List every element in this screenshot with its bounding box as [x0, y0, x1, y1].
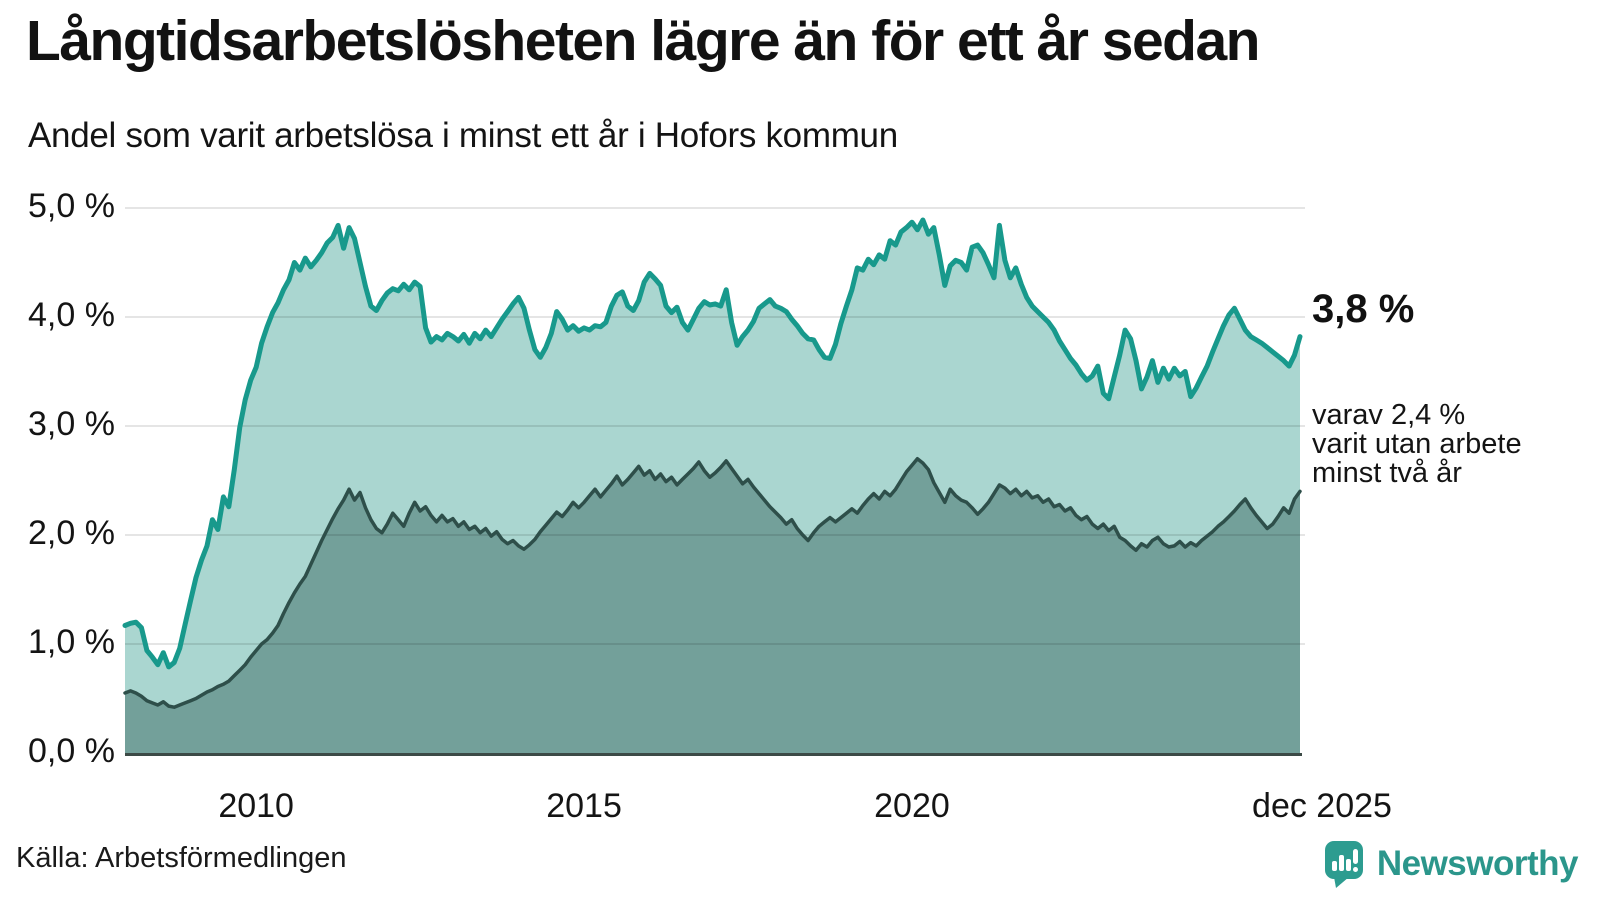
y-tick-label: 2,0 %	[28, 514, 115, 552]
y-tick-label: 1,0 %	[28, 623, 115, 661]
line-unemployed-one-year	[122, 217, 1303, 670]
two-year-annotation-line: varit utan arbete	[1312, 428, 1522, 460]
two-year-annotation-line: varav 2,4 %	[1312, 399, 1466, 431]
x-tick-label: 2020	[874, 787, 950, 825]
line-unemployed-two-years	[123, 456, 1302, 709]
y-tick-label: 0,0 %	[28, 732, 115, 770]
y-tick-label: 5,0 %	[28, 187, 115, 225]
chart-title: Långtidsarbetslösheten lägre än för ett …	[26, 9, 1261, 73]
source-label: Källa: Arbetsförmedlingen	[16, 842, 347, 874]
x-tick-label: 2010	[218, 787, 294, 825]
x-tick-label: 2015	[546, 787, 622, 825]
y-tick-label: 4,0 %	[28, 296, 115, 334]
area-unemployed-two-years	[125, 458, 1300, 753]
newsworthy-logo: Newsworthy	[1324, 840, 1579, 888]
x-tick-label: dec 2025	[1252, 787, 1392, 825]
newsworthy-logo-text: Newsworthy	[1376, 844, 1579, 883]
newsworthy-logo-icon	[1324, 841, 1363, 888]
chart-subtitle: Andel som varit arbetslösa i minst ett å…	[28, 116, 898, 155]
two-year-annotation-line: minst två år	[1312, 457, 1462, 489]
two-year-annotation: varav 2,4 % varit utan arbete minst två …	[1312, 401, 1522, 488]
y-tick-label: 3,0 %	[28, 405, 115, 443]
latest-value-label: 3,8 %	[1312, 287, 1415, 331]
gridlines	[125, 207, 1305, 645]
